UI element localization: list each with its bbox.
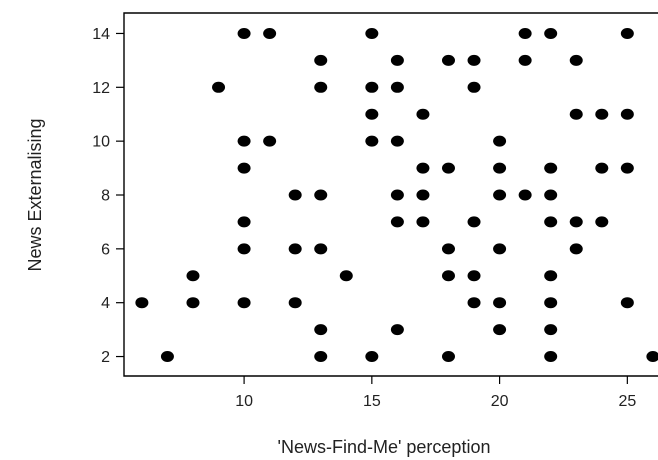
- data-point: [569, 54, 583, 66]
- data-point: [518, 54, 532, 66]
- data-point: [390, 135, 404, 147]
- data-point: [544, 162, 558, 174]
- data-point: [263, 135, 277, 147]
- data-point: [569, 216, 583, 228]
- data-point: [365, 135, 379, 147]
- x-tick-label: 15: [363, 393, 381, 410]
- data-point: [493, 135, 507, 147]
- data-point: [416, 189, 430, 201]
- data-point: [390, 54, 404, 66]
- data-point: [416, 162, 430, 174]
- data-point: [390, 81, 404, 93]
- y-tick-label: 6: [101, 241, 110, 258]
- data-point: [365, 27, 379, 39]
- y-tick-label: 12: [92, 80, 110, 97]
- data-point: [569, 108, 583, 120]
- data-point: [493, 189, 507, 201]
- data-point: [569, 243, 583, 255]
- data-point: [620, 108, 634, 120]
- data-point: [441, 351, 455, 363]
- x-tick-label: 20: [491, 393, 509, 410]
- data-point: [288, 243, 302, 255]
- data-point: [595, 216, 609, 228]
- data-point: [365, 351, 379, 363]
- data-point: [493, 324, 507, 336]
- data-point: [441, 162, 455, 174]
- data-point: [646, 351, 658, 363]
- data-point: [186, 297, 200, 309]
- data-point: [544, 270, 558, 282]
- data-point: [544, 216, 558, 228]
- x-axis-label: 'News-Find-Me' perception: [278, 437, 491, 457]
- data-point: [518, 27, 532, 39]
- data-point: [493, 243, 507, 255]
- data-point: [544, 297, 558, 309]
- data-point: [620, 27, 634, 39]
- data-point: [237, 297, 251, 309]
- data-point: [314, 351, 328, 363]
- data-point: [212, 81, 226, 93]
- data-point: [467, 270, 481, 282]
- x-axis-ticks: 10 15 20 25: [235, 376, 636, 410]
- y-axis-label: News Externalising: [25, 118, 45, 271]
- data-point: [493, 297, 507, 309]
- y-tick-label: 2: [101, 349, 110, 366]
- data-point: [467, 81, 481, 93]
- data-point: [237, 162, 251, 174]
- data-point: [620, 162, 634, 174]
- x-tick-label: 25: [618, 393, 636, 410]
- data-point: [544, 351, 558, 363]
- data-point: [314, 189, 328, 201]
- data-point: [263, 27, 277, 39]
- data-point: [237, 243, 251, 255]
- data-point: [467, 216, 481, 228]
- data-point: [544, 324, 558, 336]
- data-point: [288, 297, 302, 309]
- data-point: [339, 270, 353, 282]
- data-point: [390, 324, 404, 336]
- data-point: [544, 189, 558, 201]
- y-tick-label: 8: [101, 188, 110, 205]
- data-point: [314, 81, 328, 93]
- x-tick-label: 10: [235, 393, 253, 410]
- data-point: [365, 108, 379, 120]
- data-point: [314, 54, 328, 66]
- data-points: [135, 27, 658, 363]
- data-point: [544, 27, 558, 39]
- data-point: [441, 54, 455, 66]
- data-point: [314, 243, 328, 255]
- data-point: [595, 108, 609, 120]
- y-tick-label: 10: [92, 134, 110, 151]
- data-point: [237, 216, 251, 228]
- data-point: [467, 297, 481, 309]
- data-point: [160, 351, 174, 363]
- data-point: [288, 189, 302, 201]
- data-point: [365, 81, 379, 93]
- data-point: [416, 108, 430, 120]
- data-point: [390, 189, 404, 201]
- data-point: [237, 27, 251, 39]
- y-axis-ticks: 2 4 6 8 10 12 14: [92, 26, 124, 366]
- data-point: [441, 270, 455, 282]
- data-point: [595, 162, 609, 174]
- data-point: [237, 135, 251, 147]
- data-point: [467, 54, 481, 66]
- data-point: [186, 270, 200, 282]
- y-tick-label: 4: [101, 295, 110, 312]
- data-point: [390, 216, 404, 228]
- data-point: [493, 162, 507, 174]
- data-point: [314, 324, 328, 336]
- y-tick-label: 14: [92, 26, 110, 43]
- data-point: [518, 189, 532, 201]
- data-point: [416, 216, 430, 228]
- data-point: [620, 297, 634, 309]
- data-point: [135, 297, 149, 309]
- data-point: [441, 243, 455, 255]
